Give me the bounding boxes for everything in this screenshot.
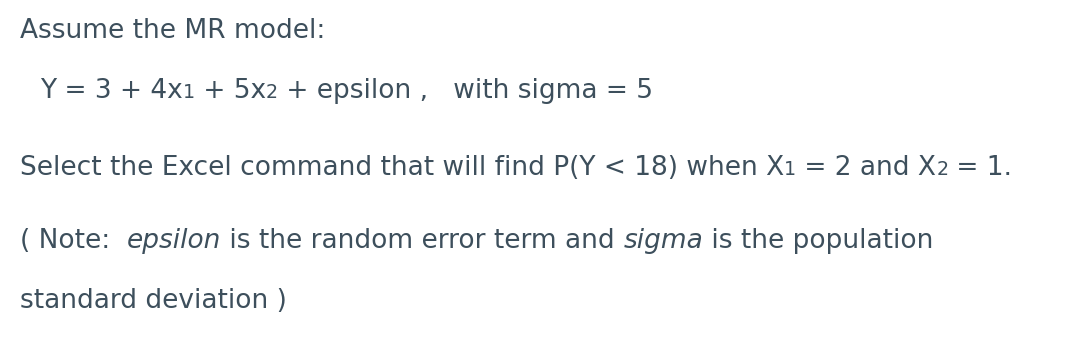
Text: sigma: sigma — [623, 228, 703, 254]
Text: Assume the MR model:: Assume the MR model: — [20, 18, 326, 44]
Text: epsilon: epsilon — [128, 228, 221, 254]
Text: = 1.: = 1. — [948, 155, 1013, 181]
Text: is the population: is the population — [703, 228, 933, 254]
Text: Y = 3 + 4x: Y = 3 + 4x — [40, 78, 183, 104]
Text: ( Note:: ( Note: — [20, 228, 128, 254]
Text: 2: 2 — [266, 83, 278, 102]
Text: standard deviation ): standard deviation ) — [20, 288, 287, 314]
Text: + 5x: + 5x — [195, 78, 266, 104]
Text: 1: 1 — [784, 160, 797, 179]
Text: = 2 and X: = 2 and X — [797, 155, 936, 181]
Text: Select the Excel command that will find P(Y < 18) when X: Select the Excel command that will find … — [20, 155, 784, 181]
Text: 1: 1 — [183, 83, 195, 102]
Text: is the random error term and: is the random error term and — [221, 228, 623, 254]
Text: 2: 2 — [936, 160, 948, 179]
Text: + epsilon ,   with sigma = 5: + epsilon , with sigma = 5 — [278, 78, 653, 104]
